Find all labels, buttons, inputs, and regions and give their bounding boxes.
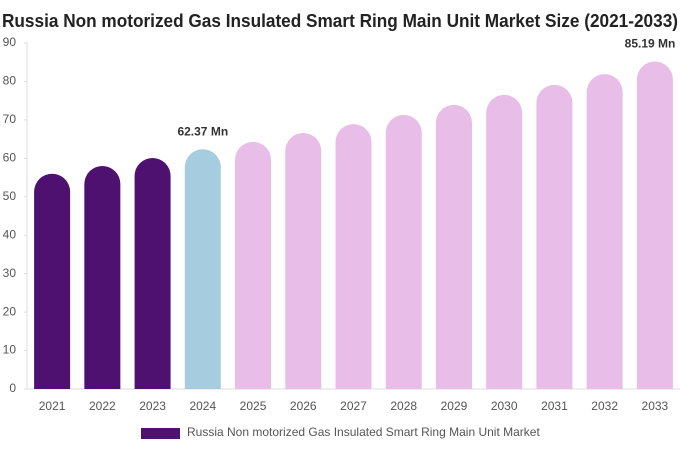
y-tick-label: 20	[3, 304, 17, 318]
bar	[486, 94, 523, 389]
x-tick-label: 2024	[189, 399, 216, 413]
x-tick-label: 2032	[591, 399, 618, 413]
x-tick-label: 2027	[340, 399, 367, 413]
bar	[285, 132, 322, 389]
y-tick-label: 40	[3, 227, 17, 241]
value-label: 62.37 Mn	[177, 124, 228, 138]
bar	[435, 104, 472, 389]
y-tick-label: 90	[3, 35, 17, 49]
y-tick-label: 70	[3, 112, 17, 126]
bar	[586, 74, 623, 389]
y-tick-label: 50	[3, 189, 17, 203]
x-tick-label: 2025	[240, 399, 267, 413]
x-tick-label: 2023	[139, 399, 166, 413]
bar	[235, 141, 272, 389]
bar	[335, 124, 372, 389]
bar	[84, 166, 121, 389]
legend-label: Russia Non motorized Gas Insulated Smart…	[187, 425, 540, 439]
x-tick-label: 2031	[541, 399, 568, 413]
bar	[385, 114, 422, 389]
y-tick-label: 80	[3, 74, 17, 88]
x-tick-label: 2029	[441, 399, 468, 413]
bar	[184, 149, 221, 389]
value-label: 85.19 Mn	[625, 37, 676, 51]
x-tick-label: 2030	[491, 399, 518, 413]
x-tick-label: 2021	[39, 399, 66, 413]
x-tick-label: 2022	[89, 399, 116, 413]
chart-title: Russia Non motorized Gas Insulated Smart…	[2, 11, 678, 31]
bar	[34, 173, 71, 389]
x-tick-label: 2026	[290, 399, 317, 413]
x-tick-label: 2028	[390, 399, 417, 413]
x-tick-label: 2033	[642, 399, 669, 413]
y-tick-label: 0	[9, 381, 16, 395]
y-tick-label: 60	[3, 151, 17, 165]
y-tick-label: 10	[3, 343, 17, 357]
bar	[134, 157, 171, 389]
y-tick-label: 30	[3, 266, 17, 280]
legend-swatch	[141, 428, 180, 439]
bar	[536, 84, 573, 389]
bar	[636, 61, 673, 390]
